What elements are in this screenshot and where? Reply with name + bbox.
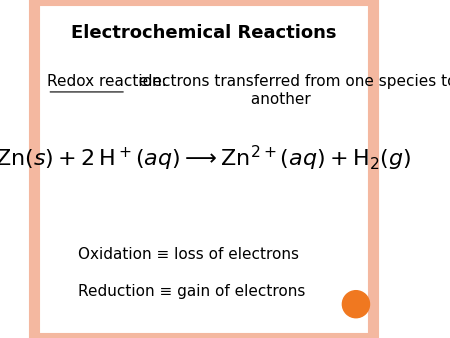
Circle shape <box>342 291 369 318</box>
Text: Redox reaction:: Redox reaction: <box>47 74 167 89</box>
Text: electrons transferred from one species to
                         another: electrons transferred from one species t… <box>130 74 450 107</box>
Text: $\mathrm{Zn}(s) + 2\,\mathrm{H}^+(aq) \longrightarrow \mathrm{Zn}^{2+}(aq) + \ma: $\mathrm{Zn}(s) + 2\,\mathrm{H}^+(aq) \l… <box>0 144 411 173</box>
Text: Electrochemical Reactions: Electrochemical Reactions <box>71 24 336 42</box>
Text: Oxidation ≡ loss of electrons: Oxidation ≡ loss of electrons <box>78 247 299 262</box>
Text: Reduction ≡ gain of electrons: Reduction ≡ gain of electrons <box>78 284 305 299</box>
